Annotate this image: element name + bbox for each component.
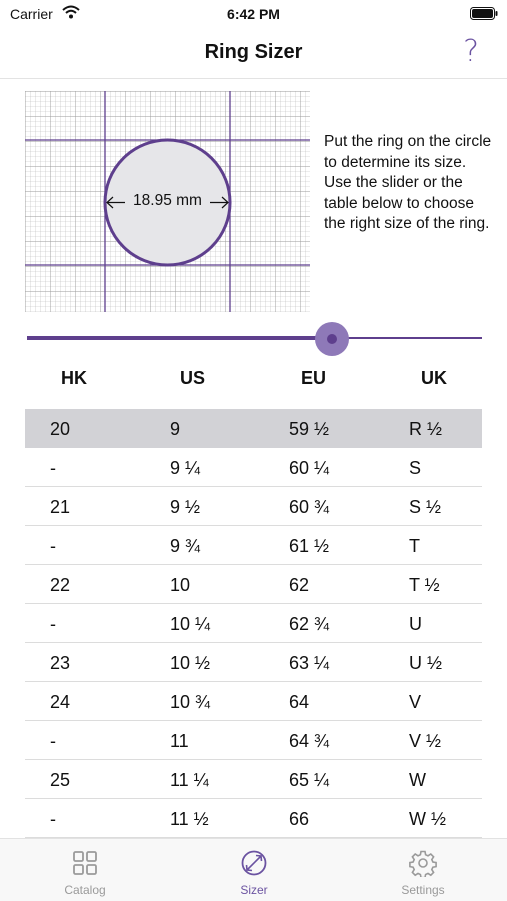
instructions-text: Put the ring on the circle to determine …	[324, 133, 492, 232]
grid-icon	[73, 851, 97, 875]
cell-us: 10 ½	[170, 653, 211, 673]
cell-hk: -	[50, 809, 56, 829]
size-table-header: HK US EU UK	[25, 362, 482, 396]
cell-us: 10	[170, 575, 191, 595]
cell-hk: 24	[50, 692, 71, 712]
cell-eu: 62	[289, 575, 310, 595]
navigation-bar: Ring Sizer ?	[0, 30, 507, 79]
tab-settings-label: Settings	[401, 883, 445, 897]
slider-thumb-dot	[326, 334, 337, 344]
table-row[interactable]: - 10 ¼ 62 ¾ U	[25, 604, 482, 643]
tab-bar: Catalog Sizer Settings	[0, 838, 507, 901]
cell-uk: S ½	[409, 497, 442, 517]
cell-eu: 64	[289, 692, 310, 712]
table-row[interactable]: - 11 64 ¾ V ½	[25, 721, 482, 760]
cell-hk: -	[50, 536, 56, 556]
tab-catalog[interactable]: Catalog	[25, 839, 145, 901]
column-header-hk: HK	[61, 368, 87, 388]
cell-us: 11 ½	[170, 809, 209, 829]
cell-uk: V ½	[409, 731, 442, 751]
cell-eu: 59 ½	[289, 419, 330, 439]
wifi-icon	[62, 5, 80, 24]
cell-uk: U ½	[409, 653, 443, 673]
cell-uk: W ½	[409, 809, 447, 829]
cell-hk: 21	[50, 497, 71, 517]
cell-hk: 23	[50, 653, 71, 673]
cell-uk: T ½	[409, 575, 440, 595]
cell-eu: 64 ¾	[289, 731, 330, 751]
column-header-uk: UK	[421, 368, 447, 388]
slider-fill	[27, 336, 332, 340]
table-row[interactable]: 22 10 62 T ½	[25, 565, 482, 604]
table-row[interactable]: - 9 ¾ 61 ½ T	[25, 526, 482, 565]
cell-us: 10 ¼	[170, 614, 211, 634]
cell-eu: 65 ¼	[289, 770, 330, 790]
cell-eu: 66	[289, 809, 310, 829]
cell-eu: 62 ¾	[289, 614, 330, 634]
cell-uk: T	[409, 536, 420, 556]
cell-eu: 60 ¾	[289, 497, 330, 517]
cell-us: 9	[170, 419, 181, 439]
cell-eu: 63 ¼	[289, 653, 330, 673]
cell-hk: -	[50, 458, 56, 478]
cell-us: 9 ½	[170, 497, 201, 517]
size-table: 20 9 59 ½ R ½ - 9 ¼ 60 ¼ S 21 9 ½ 60 ¾ S ½ - 9 ¾ 61 ½ T…	[25, 409, 482, 838]
cell-uk: V	[409, 692, 422, 712]
page-title: Ring Sizer	[204, 41, 303, 63]
slider-thumb[interactable]	[314, 322, 349, 356]
table-row[interactable]: 24 10 ¾ 64 V	[25, 682, 482, 721]
cell-hk: 22	[50, 575, 71, 595]
table-row[interactable]: 25 11 ¼ 65 ¼ W	[25, 760, 482, 799]
cell-uk: W	[409, 770, 426, 790]
column-header-us: US	[180, 368, 206, 388]
ring-measure-grid[interactable]: 18.95 mm	[25, 91, 310, 312]
cell-uk: S	[409, 458, 422, 478]
table-row[interactable]: 20 9 59 ½ R ½	[25, 409, 482, 448]
cell-us: 10 ¾	[170, 692, 211, 712]
gear-icon	[409, 850, 437, 877]
table-row[interactable]: - 9 ¼ 60 ¼ S	[25, 448, 482, 487]
cell-hk: -	[50, 614, 56, 634]
ring-sizer-icon	[241, 850, 267, 876]
status-bar: Carrier 6:42 PM	[0, 0, 507, 30]
tab-sizer[interactable]: Sizer	[194, 839, 314, 901]
tab-catalog-label: Catalog	[64, 883, 106, 897]
cell-eu: 60 ¼	[289, 458, 330, 478]
battery-icon	[470, 7, 498, 25]
cell-uk: U	[409, 614, 422, 634]
size-slider[interactable]	[27, 322, 482, 356]
cell-hk: 20	[50, 419, 71, 439]
cell-uk: R ½	[409, 419, 443, 439]
cell-us: 11 ¼	[170, 770, 209, 790]
cell-us: 11	[170, 731, 189, 751]
tab-sizer-label: Sizer	[240, 883, 268, 897]
cell-us: 9 ¼	[170, 458, 201, 478]
cell-hk: 25	[50, 770, 71, 790]
diameter-label: 18.95 mm	[133, 192, 202, 209]
column-header-eu: EU	[301, 368, 327, 388]
table-row[interactable]: - 11 ½ 66 W ½	[25, 799, 482, 838]
table-row[interactable]: 23 10 ½ 63 ¼ U ½	[25, 643, 482, 682]
clock: 6:42 PM	[227, 6, 280, 22]
help-icon[interactable]: ?	[463, 34, 479, 69]
table-row[interactable]: 21 9 ½ 60 ¾ S ½	[25, 487, 482, 526]
grid-canvas	[25, 91, 310, 312]
carrier-label: Carrier	[10, 6, 53, 22]
cell-eu: 61 ½	[289, 536, 330, 556]
cell-hk: -	[50, 731, 56, 751]
cell-us: 9 ¾	[170, 536, 201, 556]
ring-circle	[103, 138, 232, 267]
tab-settings[interactable]: Settings	[363, 839, 483, 901]
